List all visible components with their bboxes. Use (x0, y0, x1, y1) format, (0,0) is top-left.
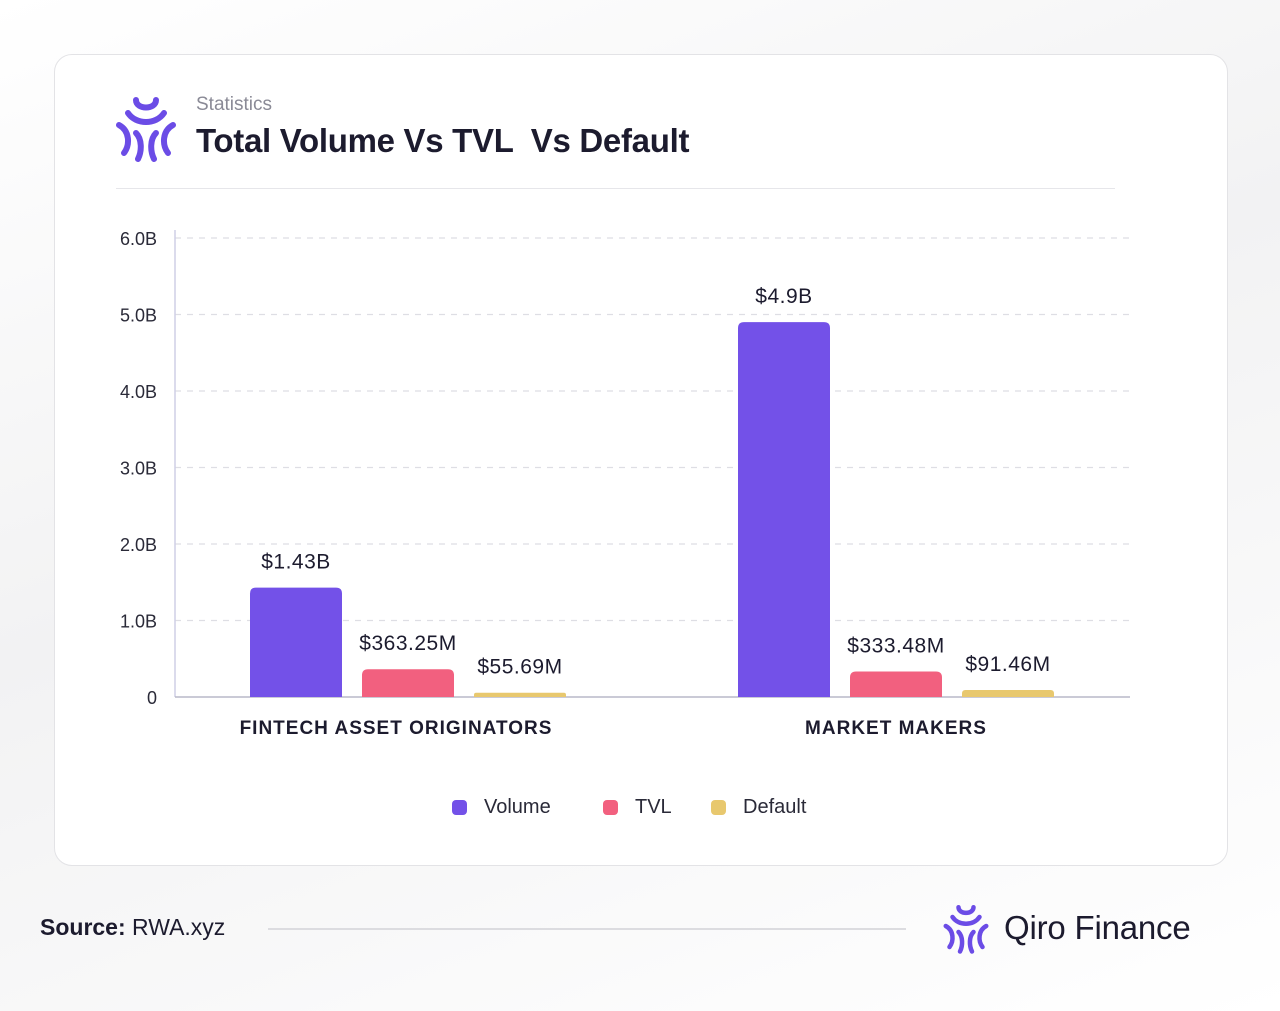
y-tick-label: 4.0B (120, 382, 157, 402)
data-label-volume: $1.43B (261, 551, 331, 574)
y-tick-label: 2.0B (120, 535, 157, 555)
footer-divider (268, 928, 906, 930)
data-label-default: $55.69M (477, 656, 562, 679)
y-tick-label: 1.0B (120, 612, 157, 632)
qiro-logo-icon (943, 905, 989, 954)
y-tick-label: 5.0B (120, 306, 157, 326)
legend-swatch-default (711, 799, 726, 815)
bar-volume (250, 587, 342, 697)
data-label-tvl: $363.25M (359, 632, 456, 655)
x-tick-label: FINTECH ASSET ORIGINATORS (240, 718, 553, 739)
legend-swatch-tvl (603, 799, 618, 815)
data-label-tvl: $333.48M (847, 634, 944, 657)
chart-legend: Volume TVL Default (0, 792, 1280, 822)
bar-default (962, 690, 1054, 697)
legend-item-default: Default (711, 792, 806, 822)
bar-default (474, 692, 566, 697)
legend-label-volume: Volume (484, 795, 551, 818)
legend-item-tvl: TVL (603, 792, 672, 822)
chart-title: Total Volume Vs TVL Vs Default (196, 122, 690, 159)
brand-name: Qiro Finance (1004, 909, 1191, 946)
y-tick-label: 3.0B (120, 459, 157, 479)
chart-card (54, 54, 1228, 866)
bar-tvl (362, 669, 454, 697)
bar-tvl (850, 671, 942, 697)
header-divider (116, 188, 1115, 189)
qiro-logo-icon (116, 97, 176, 162)
source-label: Source: (40, 914, 126, 940)
legend-item-volume: Volume (452, 792, 551, 822)
chart-subtitle: Statistics (196, 94, 273, 115)
data-label-default: $91.46M (965, 653, 1050, 676)
legend-swatch-volume (452, 799, 467, 815)
bar-volume (738, 322, 830, 697)
y-tick-label: 0 (147, 688, 157, 708)
legend-label-tvl: TVL (635, 795, 672, 818)
data-label-volume: $4.9B (755, 285, 812, 308)
y-tick-label: 6.0B (120, 229, 157, 249)
source-value: RWA.xyz (132, 914, 226, 940)
legend-label-default: Default (743, 795, 807, 818)
x-tick-label: MARKET MAKERS (805, 718, 987, 739)
source-note: Source: RWA.xyz (40, 914, 225, 941)
